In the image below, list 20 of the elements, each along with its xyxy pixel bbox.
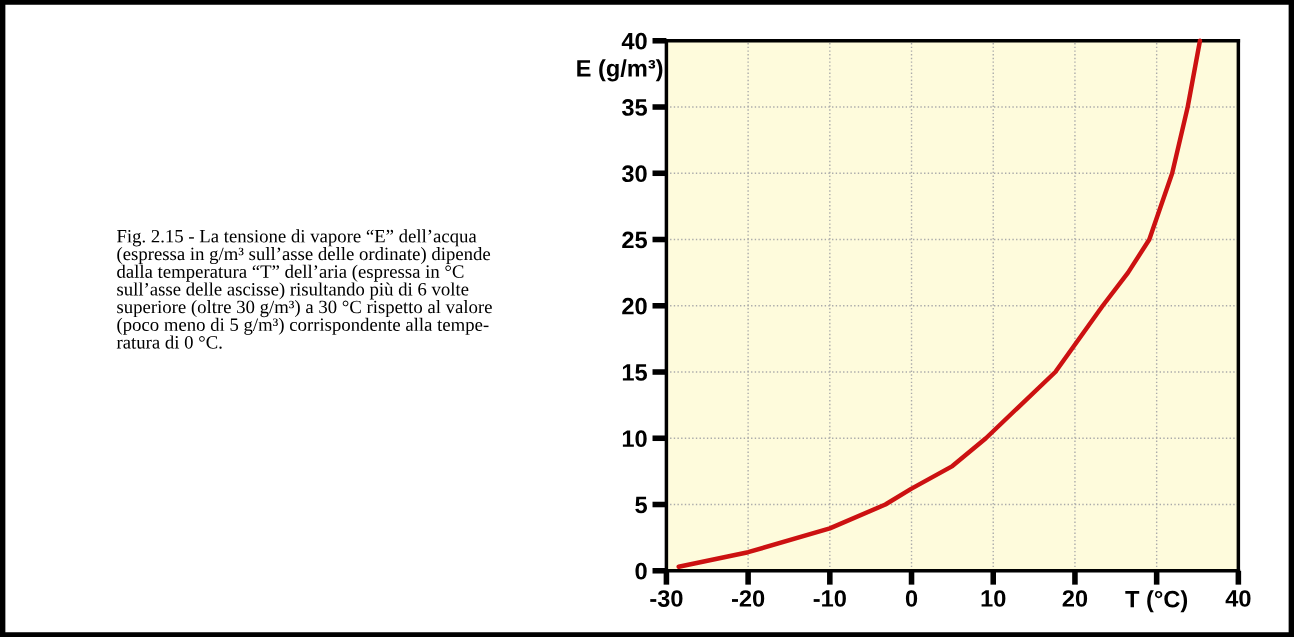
y-tick-label: 35 (621, 99, 647, 116)
line-series (676, 38, 1203, 569)
y-tick-label: 15 (622, 364, 647, 381)
x-axis-title: T (°C) (1125, 590, 1188, 613)
y-tick-label: 10 (622, 430, 647, 448)
x-tick-label: -10 (813, 590, 846, 607)
caption: Fig. 2.15 - La tensione di vapore “E” dell’acqua (espressa in g/m³ sull’asse delle ordinate) dipende dalla temperatura “T” dell’aria (espressa in °C sull’asse delle ascisse) risultando più di 6 volte superiore (oltre 30 g/m³) a 30 °C rispetto al valore (poco meno di 5 g/m³) corrispondente alla tempe- ratura di 0 °C. (116, 229, 492, 349)
x-tick-label: -20 (731, 590, 765, 607)
y-tick-label: 20 (622, 297, 647, 315)
x-tick-label: 40 (1225, 590, 1251, 607)
y-tick-label: 40 (621, 32, 647, 50)
y-tick-label: 25 (622, 231, 647, 249)
y-tick-label: 30 (621, 165, 647, 183)
x-tick-label: 20 (1062, 590, 1088, 607)
x-tick-label: 0 (905, 590, 918, 607)
y-tick-label: 5 (635, 496, 647, 514)
y-tick-label: 0 (635, 562, 647, 580)
x-tick-label: 10 (981, 590, 1006, 607)
x-tick-label: -30 (650, 590, 683, 607)
y-axis-title: E (g/m³) (577, 59, 663, 82)
